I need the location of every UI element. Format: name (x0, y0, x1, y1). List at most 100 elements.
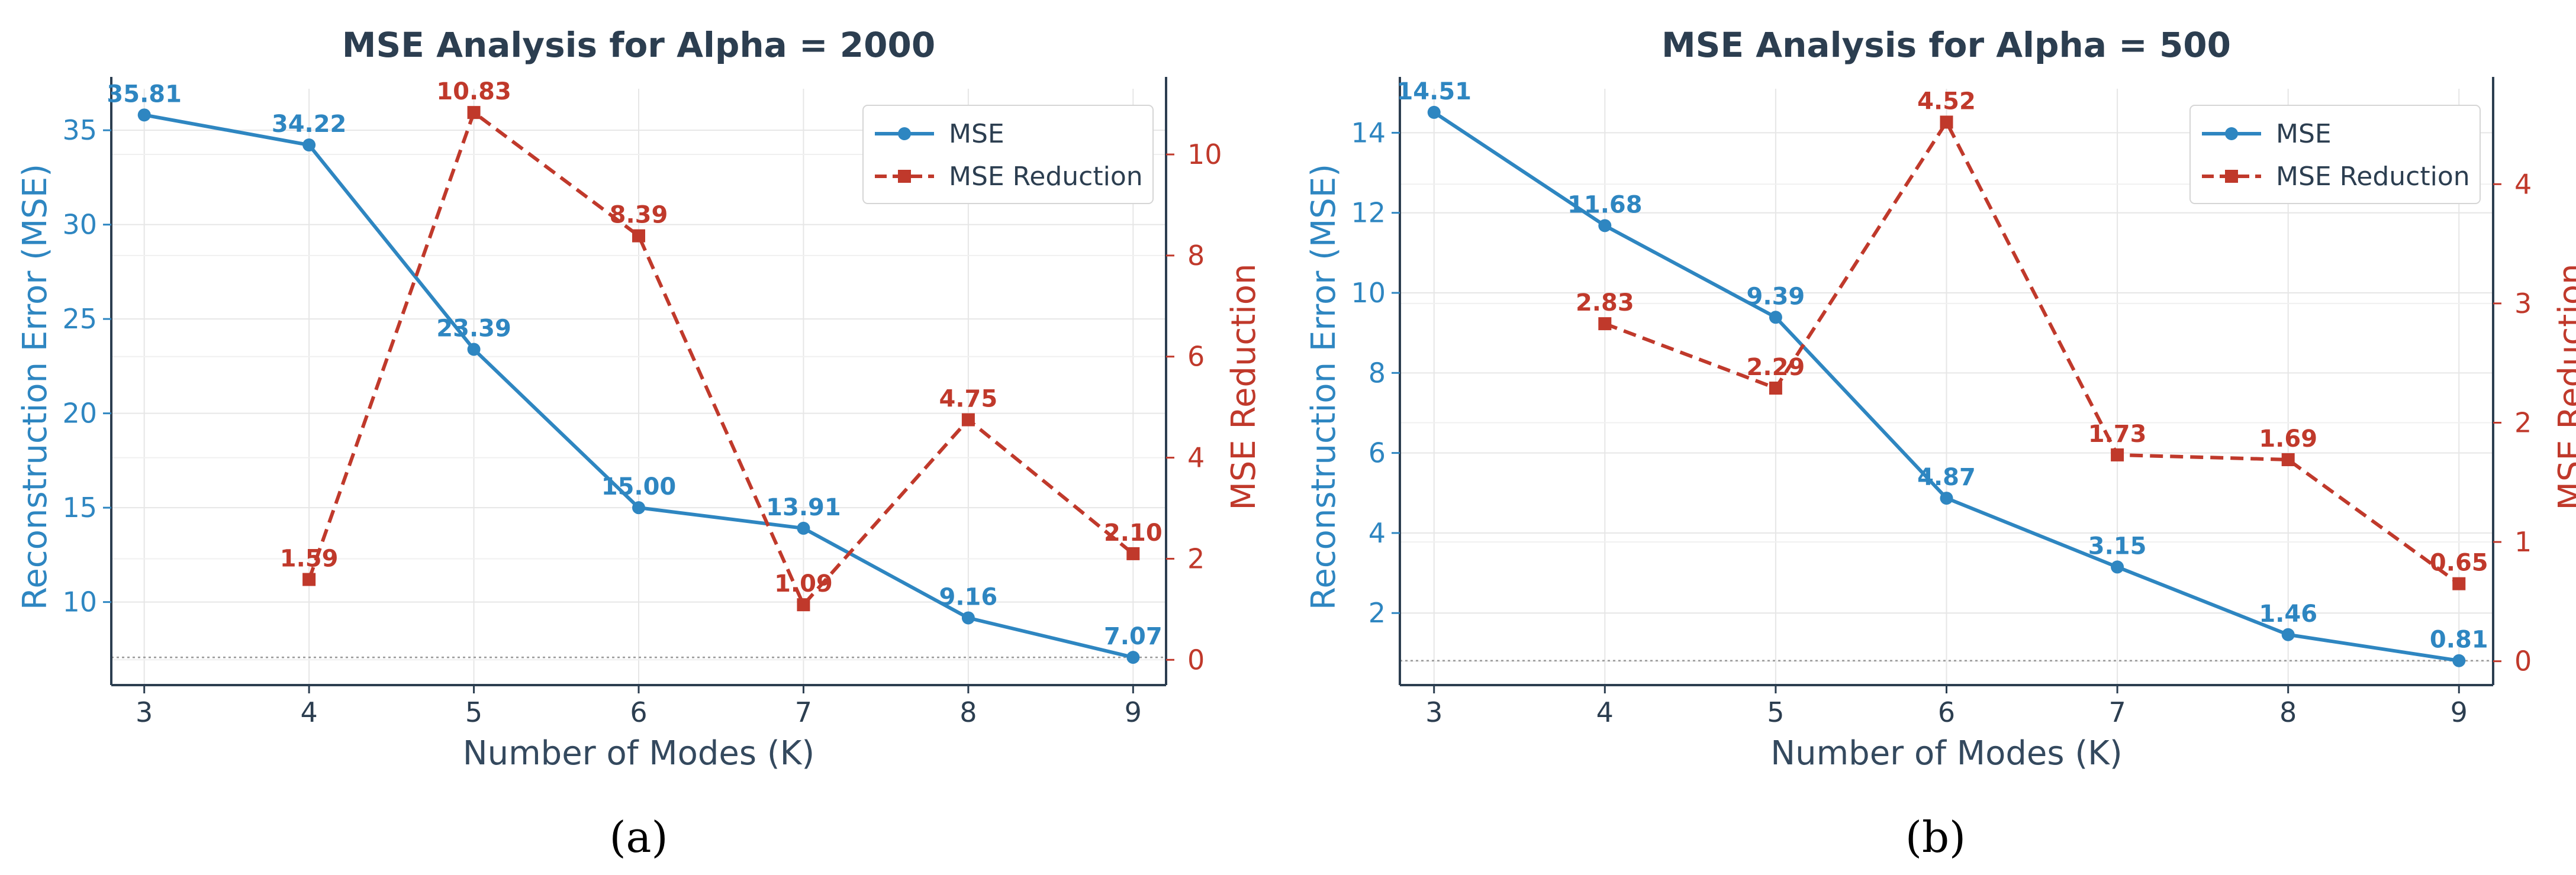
y-tick-label: 20 (62, 398, 97, 430)
mse-reduction-point (2452, 577, 2466, 590)
y2-tick-label: 2 (2514, 406, 2532, 438)
mse-data-label: 1.46 (2259, 600, 2317, 628)
mse-data-label: 11.68 (1567, 191, 1643, 218)
x-tick-label: 5 (1767, 696, 1784, 728)
y-tick-label: 10 (1351, 277, 1386, 309)
mse-point (632, 501, 645, 515)
mse-data-label: 34.22 (272, 111, 347, 138)
mse-reduction-data-label: 1.59 (280, 545, 339, 572)
mse-data-label: 9.16 (939, 583, 998, 611)
x-tick-label: 8 (2279, 696, 2297, 728)
mse-reduction-data-label: 1.73 (2088, 421, 2147, 448)
chart-title: MSE Analysis for Alpha = 2000 (342, 25, 935, 65)
legend-label: MSE Reduction (2276, 162, 2470, 192)
mse-point (302, 138, 316, 152)
x-tick-label: 8 (959, 696, 977, 728)
mse-point (1940, 492, 1953, 505)
legend-marker (898, 127, 911, 140)
y2-tick-label: 0 (2514, 645, 2532, 677)
x-axis-label: Number of Modes (K) (1770, 734, 2123, 773)
x-tick-label: 4 (1596, 696, 1614, 728)
mse-reduction-point (961, 413, 975, 427)
y2-tick-label: 0 (1187, 644, 1205, 676)
x-tick-label: 4 (300, 696, 317, 728)
mse-point (137, 108, 151, 122)
chart-title: MSE Analysis for Alpha = 500 (1661, 25, 2231, 65)
mse-data-label: 3.15 (2088, 532, 2147, 560)
mse-reduction-point (1940, 115, 1953, 129)
panel-caption: (b) (1905, 812, 1966, 862)
mse-data-label: 9.39 (1747, 283, 1805, 310)
y-tick-label: 2 (1368, 597, 1386, 629)
y2-tick-label: 2 (1187, 543, 1205, 574)
mse-reduction-data-label: 2.83 (1576, 289, 1634, 317)
legend-box (862, 105, 1154, 204)
x-tick-label: 6 (630, 696, 647, 728)
legend-box (2189, 105, 2481, 204)
mse-reduction-data-label: 1.09 (774, 570, 833, 598)
y2-tick-label: 4 (2514, 168, 2532, 200)
mse-point (2452, 654, 2466, 667)
mse-point (2111, 560, 2124, 574)
y2-tick-label: 10 (1187, 138, 1222, 170)
mse-reduction-point (2111, 448, 2124, 461)
mse-reduction-point (302, 573, 316, 586)
x-tick-label: 7 (2108, 696, 2126, 728)
mse-reduction-point (632, 229, 645, 243)
y-tick-label: 6 (1368, 437, 1386, 469)
y-tick-label: 35 (62, 114, 97, 146)
x-tick-label: 9 (1125, 696, 1142, 728)
x-tick-label: 5 (465, 696, 482, 728)
mse-reduction-data-label: 2.29 (1747, 354, 1805, 381)
panel-caption: (a) (609, 812, 668, 862)
mse-data-label: 15.00 (601, 473, 677, 501)
mse-data-label: 0.81 (2430, 627, 2488, 654)
y-tick-label: 30 (62, 209, 97, 241)
y-tick-label: 12 (1351, 197, 1386, 229)
mse-reduction-point (467, 106, 481, 120)
mse-data-label: 35.81 (107, 80, 182, 108)
legend-marker (2225, 170, 2238, 183)
y-tick-label: 15 (62, 492, 97, 524)
mse-reduction-data-label: 10.83 (436, 78, 511, 105)
mse-point (797, 521, 810, 535)
y-axis-label: Reconstruction Error (MSE) (16, 164, 54, 610)
legend-label: MSE (2276, 119, 2332, 149)
chart-panel-a: 3 4 5 6 7 8 9 10 15 20 25 30 35 0 2 4 6 8 10 MSE Analysis f… (16, 25, 1263, 862)
mse-reduction-data-label: 1.69 (2259, 425, 2317, 453)
mse-data-label: 13.91 (766, 494, 841, 521)
y2-tick-label: 1 (2514, 526, 2532, 558)
y-tick-label: 4 (1368, 517, 1386, 549)
mse-point (1769, 311, 1782, 324)
mse-reduction-data-label: 4.52 (1917, 88, 1976, 115)
mse-reduction-series-line (1604, 120, 2461, 586)
y2-axis-label: MSE Reduction (2552, 264, 2576, 511)
y-axis-label: Reconstruction Error (MSE) (1305, 164, 1343, 610)
mse-reduction-series-line (307, 111, 1135, 607)
legend-marker (2225, 127, 2238, 140)
mse-data-label: 14.51 (1396, 78, 1471, 105)
mse-data-label: 7.07 (1104, 623, 1163, 650)
legend-label: MSE Reduction (949, 162, 1143, 192)
mse-point (467, 343, 481, 356)
y2-tick-label: 6 (1187, 341, 1205, 373)
y-tick-label: 14 (1351, 117, 1386, 148)
mse-point (2281, 628, 2295, 641)
y2-tick-label: 4 (1187, 442, 1205, 474)
y2-tick-label: 8 (1187, 240, 1205, 272)
x-tick-label: 6 (1938, 696, 1955, 728)
mse-reduction-point (797, 598, 810, 612)
mse-reduction-data-label: 0.65 (2430, 550, 2488, 577)
y2-axis-label: MSE Reduction (1225, 264, 1263, 511)
mse-reduction-point (1126, 547, 1140, 560)
mse-reduction-point (1598, 317, 1612, 331)
mse-reduction-point (2281, 453, 2295, 466)
x-tick-label: 9 (2451, 696, 2468, 728)
legend-marker (898, 170, 911, 183)
y-tick-label: 10 (62, 586, 97, 618)
x-axis-label: Number of Modes (K) (463, 734, 815, 773)
mse-point (1598, 219, 1612, 233)
mse-reduction-data-label: 2.10 (1104, 519, 1163, 547)
